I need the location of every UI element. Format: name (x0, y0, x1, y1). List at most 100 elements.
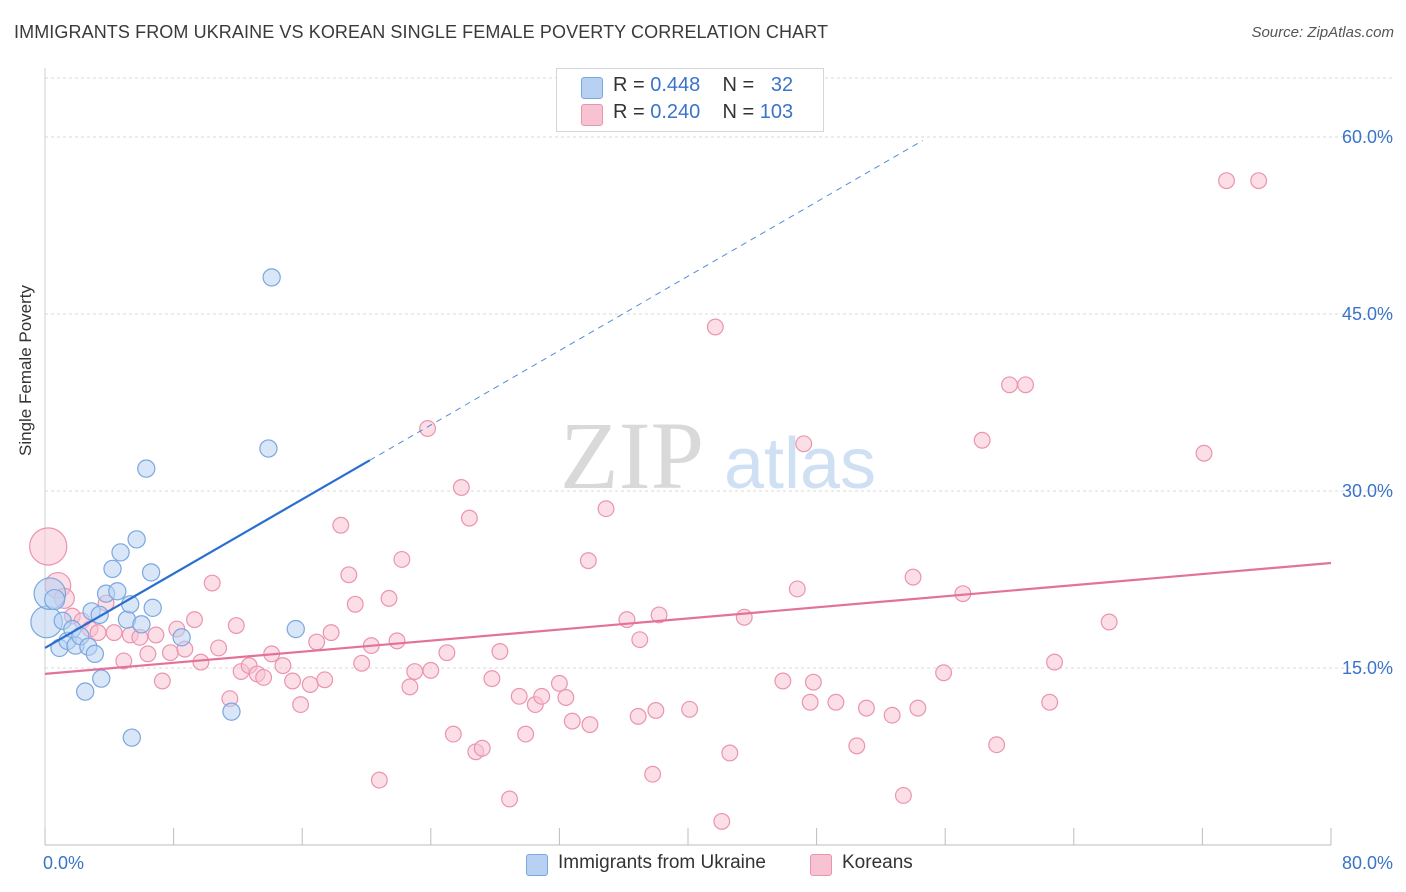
korean-point (227, 617, 245, 634)
korean-point (1001, 376, 1018, 394)
korean-point (406, 663, 424, 680)
ukraine-point (259, 439, 278, 458)
korean-point (380, 589, 398, 607)
bottom-legend-swatch-koreans (810, 854, 832, 876)
korean-point (438, 644, 456, 662)
legend-r-label: R = (613, 74, 645, 96)
ukraine-point (141, 563, 161, 582)
x-tick-label-min: 0.0% (43, 853, 84, 873)
legend-r-value-ukraine: 0.448 (650, 74, 701, 96)
korean-point (581, 716, 599, 734)
korean-point (483, 670, 501, 688)
legend-n-value-ukraine: 32 (770, 74, 794, 96)
korean-point (353, 654, 371, 672)
ukraine-point (44, 588, 66, 611)
watermark-atlas: atlas (724, 424, 876, 504)
korean-point (316, 671, 334, 689)
korean-point (510, 687, 528, 705)
korean-point (147, 626, 165, 644)
korean-point (650, 606, 668, 624)
legend-swatch-koreans (581, 104, 603, 126)
korean-point (308, 633, 326, 651)
korean-point (203, 574, 221, 592)
ukraine-trend-extension (369, 140, 923, 461)
korean-point (647, 702, 665, 719)
legend-n-label: N = (722, 101, 755, 123)
korean-point (460, 509, 478, 527)
ukraine-point (132, 615, 151, 634)
tick-labels: 15.0% 30.0% 45.0% 60.0% 0.0% 80.0% (43, 127, 1393, 873)
korean-point (1218, 172, 1235, 190)
stats-legend: R = 0.448 N = 32 R = 0.240 N = 103 (556, 68, 824, 132)
korean-point (255, 668, 273, 686)
korean-point (721, 744, 739, 762)
korean-point (29, 527, 68, 566)
korean-point (1195, 444, 1213, 462)
korean-point (153, 672, 171, 690)
data-points (29, 172, 1268, 830)
bottom-legend-label-ukraine: Immigrants from Ukraine (558, 852, 766, 873)
bottom-legend-label-koreans: Koreans (842, 852, 913, 873)
korean-trend-line (44, 561, 1332, 675)
korean-point (444, 725, 462, 743)
korean-point (192, 653, 210, 671)
korean-point (292, 696, 310, 714)
watermark: ZIP atlas (560, 402, 876, 509)
korean-point (563, 712, 581, 730)
korean-point (644, 765, 662, 783)
ukraine-point (222, 702, 241, 721)
legend-n-value-koreans: 103 (759, 101, 794, 123)
y-tick-label: 60.0% (1342, 127, 1393, 147)
korean-point (161, 644, 179, 662)
korean-point (452, 479, 470, 496)
korean-point (139, 645, 157, 663)
ukraine-point (172, 628, 191, 647)
korean-point (1046, 653, 1063, 671)
y-tick-label: 30.0% (1342, 481, 1393, 501)
korean-point (735, 608, 753, 626)
korean-point (848, 737, 866, 755)
korean-point (473, 739, 491, 757)
korean-point (904, 568, 922, 586)
y-tick-label: 15.0% (1342, 658, 1393, 678)
korean-point (284, 672, 302, 690)
korean-point (388, 632, 406, 650)
korean-point (1041, 693, 1059, 711)
legend-r-value-koreans: 0.240 (650, 101, 701, 123)
korean-point (973, 431, 991, 449)
korean-point (422, 661, 440, 679)
ukraine-trend-line (44, 459, 371, 649)
ukraine-point (122, 728, 141, 747)
korean-point (517, 725, 535, 743)
watermark-zip: ZIP (560, 402, 704, 509)
korean-point (1017, 376, 1035, 394)
korean-point (579, 552, 597, 570)
korean-point (491, 643, 509, 660)
korean-point (1100, 613, 1118, 631)
korean-point (629, 707, 647, 725)
korean-point (340, 566, 358, 584)
korean-point (706, 318, 724, 336)
chart-title: IMMIGRANTS FROM UKRAINE VS KOREAN SINGLE… (14, 22, 829, 42)
y-axis-label: Single Female Poverty (16, 284, 35, 456)
korean-point (115, 652, 133, 670)
ukraine-point (108, 582, 127, 601)
legend-r-label: R = (613, 101, 645, 123)
korean-point (210, 639, 228, 657)
korean-point (631, 631, 649, 649)
korean-point (804, 673, 822, 691)
korean-point (788, 580, 806, 598)
korean-point (301, 676, 319, 693)
korean-point (597, 500, 615, 518)
korean-point (533, 687, 551, 705)
korean-point (557, 689, 575, 706)
ukraine-point (103, 559, 122, 579)
korean-point (988, 736, 1006, 754)
korean-point (501, 790, 519, 808)
korean-point (332, 516, 350, 534)
y-tick-label: 45.0% (1342, 304, 1393, 324)
legend-swatch-ukraine (581, 77, 603, 99)
korean-point (909, 699, 927, 717)
korean-point (713, 812, 731, 830)
